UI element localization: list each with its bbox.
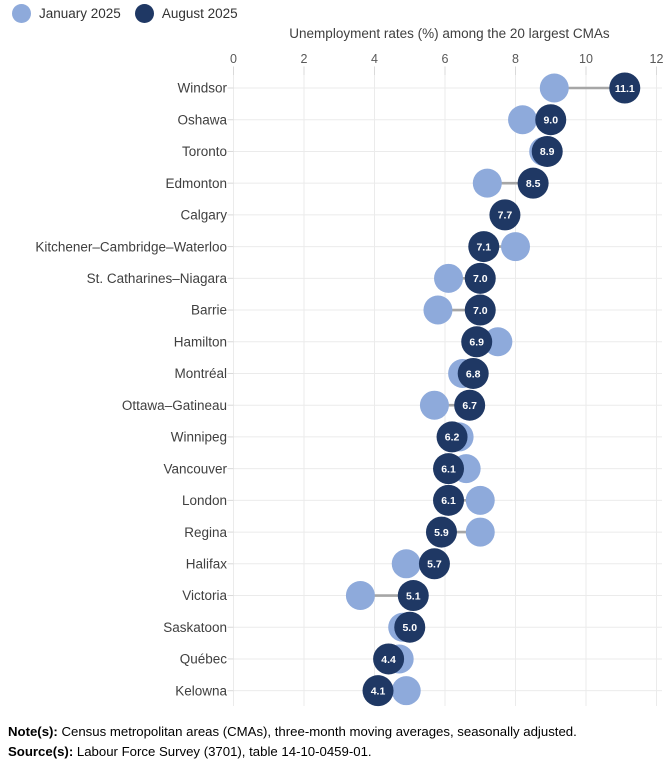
jan-dot[interactable] (465, 485, 495, 515)
aug-value-label: 9.0 (543, 115, 558, 127)
category-label: Vancouver (163, 461, 227, 476)
aug-dot[interactable] (461, 326, 493, 358)
x-axis-tick-label: 12 (650, 52, 664, 66)
category-label: London (182, 493, 227, 508)
category-label: Toronto (182, 144, 227, 159)
category-label: Halifax (186, 557, 228, 572)
legend-label: January 2025 (39, 6, 121, 21)
aug-value-label: 5.9 (434, 527, 449, 539)
aug-dot[interactable] (454, 389, 486, 421)
jan-dot[interactable] (472, 168, 502, 198)
aug-value-label: 6.1 (441, 495, 456, 507)
category-label: Hamilton (174, 334, 227, 349)
january-2025-dot-icon (12, 4, 31, 23)
source-text: Labour Force Survey (3701), table 14-10-… (73, 744, 372, 759)
jan-dot[interactable] (465, 517, 495, 547)
dumbbell-chart: 0 2 4 6 8 10 12 Windsor Oshawa Toronto Edmonton Cal… (35, 52, 664, 707)
category-label: Montréal (174, 366, 227, 381)
legend-item-august-2025[interactable]: August 2025 (134, 4, 238, 23)
jan-dot[interactable] (391, 549, 421, 579)
aug-dot[interactable] (489, 199, 521, 231)
august-2025-dot-icon (134, 4, 154, 23)
category-label: Saskatoon (163, 620, 227, 635)
jan-dot[interactable] (434, 263, 464, 293)
aug-dot[interactable] (535, 104, 567, 136)
category-label: Calgary (180, 208, 227, 223)
aug-value-label: 7.1 (476, 241, 491, 253)
aug-value-label: 6.1 (441, 463, 456, 475)
category-label: Windsor (177, 81, 227, 96)
aug-value-label: 6.9 (469, 337, 484, 349)
aug-dot[interactable] (425, 516, 457, 548)
aug-dot[interactable] (464, 262, 496, 294)
category-label: Barrie (191, 303, 227, 318)
source-label: Source(s): (8, 744, 74, 759)
aug-value-label: 5.7 (427, 559, 442, 571)
aug-dot[interactable] (436, 421, 468, 453)
jan-dot[interactable] (539, 73, 569, 103)
x-axis-tick-label: 4 (371, 52, 378, 66)
aug-value-label: 8.9 (540, 146, 555, 158)
legend: January 2025 August 2025 (12, 4, 238, 23)
aug-value-label: 7.0 (473, 273, 488, 285)
aug-dot[interactable] (468, 231, 500, 263)
jan-dot[interactable] (391, 676, 421, 706)
aug-value-label: 5.1 (406, 590, 421, 602)
x-axis-tick-label: 2 (301, 52, 308, 66)
aug-value-label: 7.7 (498, 210, 513, 222)
aug-dot[interactable] (362, 675, 394, 707)
x-axis-tick-label: 6 (442, 52, 449, 66)
category-label: Québec (180, 652, 228, 667)
jan-dot[interactable] (345, 581, 375, 611)
aug-dot[interactable] (397, 580, 429, 612)
note-line: Note(s): Census metropolitan areas (CMAs… (8, 722, 667, 742)
aug-dot[interactable] (609, 72, 641, 104)
x-axis-tick-label: 8 (512, 52, 519, 66)
x-axis-tick-label: 0 (230, 52, 237, 66)
aug-value-label: 6.7 (462, 400, 477, 412)
category-label: Oshawa (177, 112, 227, 127)
aug-dot[interactable] (457, 357, 489, 389)
category-label: Regina (184, 525, 227, 540)
aug-dot[interactable] (418, 548, 450, 580)
aug-dot[interactable] (531, 135, 563, 167)
source-line: Source(s): Labour Force Survey (3701), t… (8, 742, 667, 762)
jan-dot[interactable] (483, 327, 513, 357)
note-label: Note(s): (8, 724, 58, 739)
x-axis-tick-label: 10 (579, 52, 593, 66)
jan-dot[interactable] (508, 105, 538, 135)
aug-value-label: 5.0 (402, 622, 417, 634)
aug-value-label: 8.5 (526, 178, 541, 190)
aug-value-label: 11.1 (615, 83, 635, 95)
category-label: Edmonton (165, 176, 227, 191)
aug-value-label: 6.8 (466, 368, 481, 380)
jan-dot[interactable] (423, 295, 453, 325)
category-label: Ottawa–Gatineau (122, 398, 227, 413)
chart-notes: Note(s): Census metropolitan areas (CMAs… (8, 722, 667, 762)
aug-dot[interactable] (517, 167, 549, 199)
category-label: Kelowna (175, 683, 227, 698)
aug-dot[interactable] (464, 294, 496, 326)
aug-dot[interactable] (373, 643, 405, 675)
aug-dot[interactable] (394, 611, 426, 643)
chart-title: Unemployment rates (%) among the 20 larg… (289, 26, 610, 41)
jan-dot[interactable] (501, 232, 530, 262)
aug-value-label: 6.2 (445, 432, 460, 444)
legend-label: August 2025 (161, 6, 238, 21)
category-label: St. Catharines–Niagara (87, 271, 228, 286)
aug-dot[interactable] (433, 484, 465, 516)
aug-value-label: 7.0 (473, 305, 488, 317)
aug-value-label: 4.1 (371, 685, 386, 697)
aug-dot[interactable] (433, 453, 465, 485)
category-label: Victoria (182, 588, 227, 603)
category-label: Winnipeg (171, 430, 227, 445)
legend-item-january-2025[interactable]: January 2025 (12, 4, 121, 23)
jan-dot[interactable] (419, 390, 449, 420)
note-text: Census metropolitan areas (CMAs), three-… (57, 724, 577, 739)
category-label: Kitchener–Cambridge–Waterloo (35, 239, 227, 254)
aug-value-label: 4.4 (381, 654, 396, 666)
